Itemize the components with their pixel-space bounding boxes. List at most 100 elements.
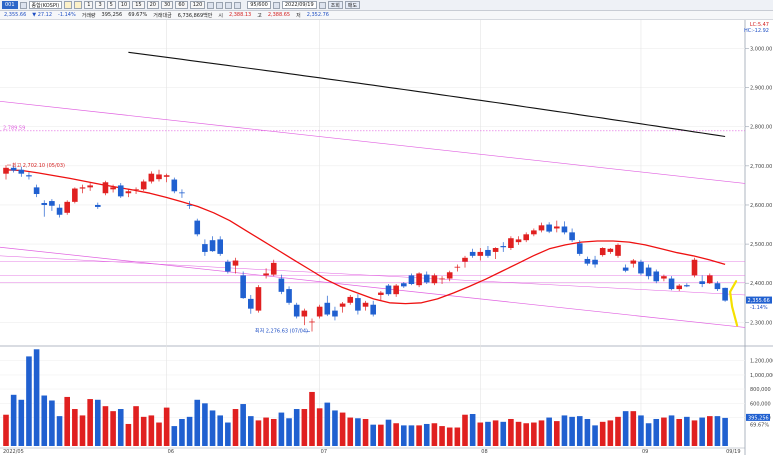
volume-bar — [202, 403, 208, 446]
volume-label: 거래량 — [81, 12, 96, 19]
volume-bar — [301, 409, 308, 446]
candle-body — [630, 260, 637, 264]
ma20-line — [5, 169, 726, 305]
candle-body — [232, 260, 239, 266]
candle-body — [370, 304, 376, 315]
candle-body — [217, 239, 223, 254]
symbol-code-field[interactable]: 001 — [2, 1, 18, 9]
date-tick-label: 06 — [168, 449, 174, 455]
volume-bar — [286, 418, 292, 446]
candle-body — [95, 204, 101, 207]
candle-body — [446, 272, 453, 279]
low-value: 2,352.76 — [306, 12, 329, 18]
volume-bar — [33, 349, 40, 446]
search-icon[interactable] — [19, 1, 27, 9]
volume-value: 395,256 — [101, 12, 123, 18]
lc-label: LC:5.47 — [749, 22, 769, 28]
candle-body — [423, 274, 430, 283]
timeframe-3[interactable]: 3 — [95, 1, 105, 9]
candle-body — [707, 275, 713, 284]
timeframe-15[interactable]: 15 — [132, 1, 145, 9]
candle-body — [3, 167, 9, 174]
volume-bar — [554, 421, 560, 446]
volume-bar — [576, 416, 583, 446]
low-annotation: 최저 2,276.63 (07/04) — [255, 327, 308, 334]
candle-body — [110, 187, 116, 190]
open-value: 2,388.13 — [228, 12, 252, 18]
query-button[interactable]: 조회 — [327, 1, 343, 9]
lock-icon[interactable] — [272, 1, 280, 9]
candle-body — [225, 261, 231, 272]
period-icon[interactable] — [74, 1, 83, 9]
volume-bar — [240, 404, 246, 446]
volume-bar — [638, 415, 644, 446]
calendar-icon[interactable] — [318, 1, 326, 9]
timeframe-30[interactable]: 30 — [160, 1, 174, 9]
volume-bar — [707, 416, 713, 446]
volume-bar — [561, 415, 568, 446]
volume-tick-label: 800,000 — [750, 387, 771, 393]
volume-bar — [217, 415, 223, 446]
price-change-pct: -1.14% — [58, 12, 76, 18]
volume-bar — [179, 418, 185, 446]
volume-bar — [431, 423, 438, 446]
candle-body — [286, 289, 292, 303]
candle-body — [179, 192, 185, 194]
timeframe-1[interactable]: 1 — [84, 1, 94, 9]
volume-bar — [622, 411, 629, 446]
date-field[interactable]: 2022/09/19 — [281, 1, 317, 9]
candle-body — [202, 244, 208, 252]
volume-bar — [645, 423, 652, 446]
amount-value: 6,736,869백만 — [177, 12, 213, 19]
volume-bar — [569, 416, 575, 446]
sell-button[interactable]: 매도 — [344, 1, 361, 9]
candle-body — [125, 191, 132, 194]
volume-bar — [110, 411, 116, 446]
candle-body — [117, 185, 124, 197]
volume-bar — [171, 426, 178, 446]
volume-bar — [515, 421, 522, 446]
indicator-icon[interactable] — [216, 1, 224, 9]
volume-bar — [439, 426, 445, 446]
candle-body — [140, 181, 147, 190]
mid-channel-line — [0, 255, 746, 296]
volume-bar — [140, 416, 147, 446]
high-value: 2,388.65 — [267, 12, 291, 18]
last-volume-label: 395,256 — [748, 415, 769, 421]
volume-tick-label: 1,200,000 — [750, 359, 773, 365]
volume-bar — [355, 418, 361, 446]
candle-body — [531, 230, 537, 235]
candle-body — [431, 275, 438, 284]
volume-bar — [462, 414, 468, 446]
volume-bar — [133, 406, 139, 446]
timeframe-60[interactable]: 60 — [175, 1, 188, 9]
count-field[interactable]: 95/600 — [247, 1, 271, 9]
volume-bar — [232, 409, 239, 446]
chart-type-icon[interactable] — [64, 1, 73, 9]
volume-bar — [293, 409, 300, 446]
volume-tick-label: 600,000 — [750, 401, 771, 407]
candle-body — [26, 175, 32, 177]
candle-body — [102, 182, 109, 194]
settings-icon[interactable] — [207, 1, 215, 9]
low-label: 저 — [296, 12, 301, 19]
volume-bar — [95, 399, 101, 446]
volume-bar — [508, 418, 514, 446]
price-volume-chart[interactable]: 2,300.00 2,400.00 2,500.00 2,600.00 2,700.00… — [0, 20, 773, 455]
volume-bar — [49, 400, 55, 446]
draw-icon[interactable] — [225, 1, 233, 9]
timeframe-5[interactable]: 5 — [106, 1, 116, 9]
volume-bar — [163, 407, 170, 446]
candle-body — [339, 303, 346, 307]
timeframe-10[interactable]: 10 — [117, 1, 131, 9]
candle-body — [301, 310, 308, 317]
volume-bar — [64, 396, 70, 446]
timeframe-20[interactable]: 20 — [146, 1, 159, 9]
zoom-icon[interactable] — [234, 1, 242, 9]
candle-body — [293, 304, 300, 317]
price-tick-label: 2,600.00 — [750, 203, 772, 209]
timeframe-120[interactable]: 120 — [189, 1, 206, 9]
volume-bar — [87, 399, 93, 446]
volume-bar — [500, 421, 507, 446]
volume-bar — [599, 421, 606, 446]
